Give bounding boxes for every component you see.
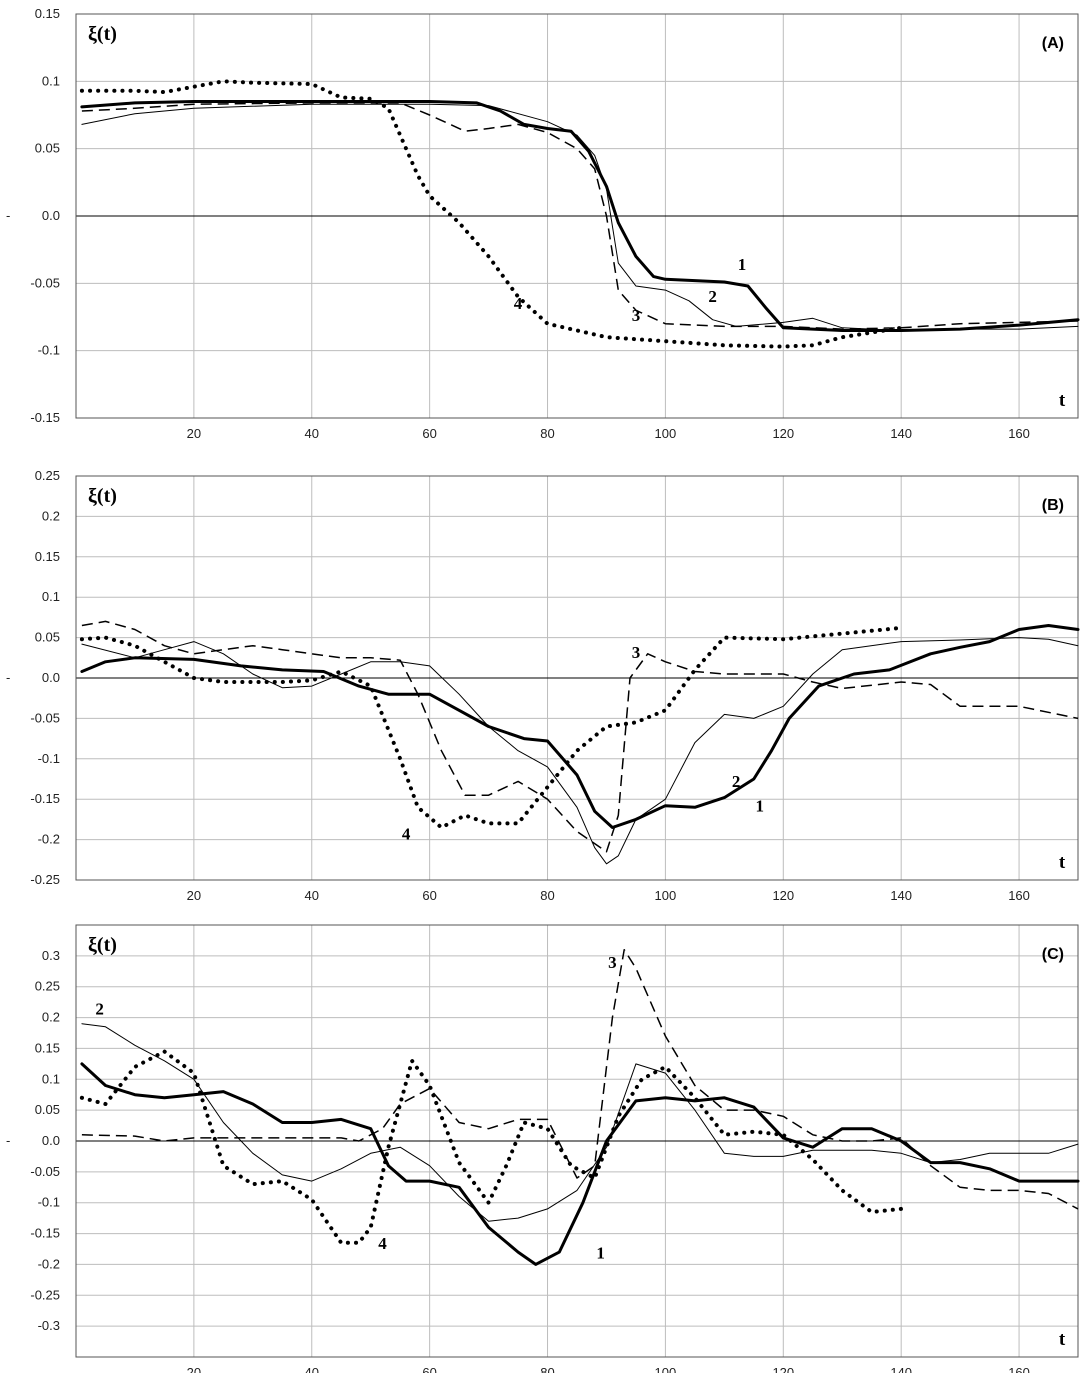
y-tick-label: -0.05 <box>30 275 60 290</box>
x-tick-label: 160 <box>1008 426 1030 441</box>
y-tick-label: -0.2 <box>38 1256 60 1271</box>
chart-panel-1: 20 40 60 80 100 120 140 160 0.15 0.1 0.05 0.0 -0.05 -… <box>6 6 1080 441</box>
curve-label-2: 2 <box>95 999 104 1018</box>
y-tick-label: 0.3 <box>42 948 60 963</box>
chart-panel-3: 20 40 60 80 100 120 140 160 0.3 0.25 0.2 0.15 0.1 0.0… <box>6 924 1080 1373</box>
x-tick-label: 140 <box>890 1365 912 1373</box>
x-tick-label: 40 <box>305 1365 319 1373</box>
x-tick-label: 20 <box>187 426 201 441</box>
x-tick-label: 100 <box>655 888 677 903</box>
y-tick-label: 0.15 <box>35 6 60 21</box>
series-line-1 <box>80 624 1080 829</box>
x-tick-label: 160 <box>1008 1365 1030 1373</box>
y-tick-label: 0.2 <box>42 1010 60 1025</box>
y-tick-label: -0.25 <box>30 1287 60 1302</box>
series-line-3 <box>81 948 1079 1210</box>
y-tick-label: 0.05 <box>35 1102 60 1117</box>
x-tick-label: 100 <box>655 1365 677 1373</box>
panel-label: (C) <box>1042 946 1064 963</box>
curve-label-1: 1 <box>596 1243 605 1262</box>
y-tick-label: -0.15 <box>30 791 60 806</box>
zero-marker: - <box>6 1133 10 1148</box>
y-tick-label: -0.2 <box>38 832 60 847</box>
x-tick-label: 40 <box>305 888 319 903</box>
y-tick-label: 0.0 <box>42 1133 60 1148</box>
y-tick-label: 0.2 <box>42 508 60 523</box>
y-axis-label: ξ(t) <box>88 23 117 45</box>
x-tick-label: 80 <box>540 888 554 903</box>
y-tick-label: -0.15 <box>30 1226 60 1241</box>
curve-label-1: 1 <box>755 796 764 815</box>
zero-marker: - <box>6 670 10 685</box>
curve-label-4: 4 <box>514 294 523 313</box>
y-tick-label: 0.15 <box>35 549 60 564</box>
x-tick-label: 120 <box>772 1365 794 1373</box>
y-tick-label: 0.0 <box>42 208 60 223</box>
x-tick-label: 140 <box>890 426 912 441</box>
series-line-4 <box>79 625 904 830</box>
x-tick-label: 160 <box>1008 888 1030 903</box>
series-line-1 <box>80 1062 1080 1266</box>
x-tick-label: 120 <box>772 888 794 903</box>
series-line-2 <box>81 103 1079 331</box>
y-tick-label: 0.15 <box>35 1040 60 1055</box>
curve-label-2: 2 <box>708 287 717 306</box>
y-tick-label: 0.05 <box>35 141 60 156</box>
panel-label: (A) <box>1042 35 1064 52</box>
x-tick-label: 60 <box>422 1365 436 1373</box>
x-tick-label: 60 <box>422 888 436 903</box>
y-tick-label: -0.1 <box>38 1195 60 1210</box>
y-tick-label: 0.25 <box>35 468 60 483</box>
y-axis-label: ξ(t) <box>88 934 117 956</box>
y-tick-label: 0.25 <box>35 979 60 994</box>
y-tick-label: 0.0 <box>42 670 60 685</box>
curve-label-4: 4 <box>378 1234 387 1253</box>
y-tick-label: 0.1 <box>42 73 60 88</box>
curve-label-1: 1 <box>738 255 747 274</box>
x-tick-label: 20 <box>187 888 201 903</box>
plot-frame <box>75 475 1079 881</box>
plot-frame <box>75 924 1079 1358</box>
x-tick-label: 20 <box>187 1365 201 1373</box>
y-tick-label: -0.1 <box>38 751 60 766</box>
x-tick-label: 140 <box>890 888 912 903</box>
series-line-3 <box>81 102 1079 330</box>
y-tick-label: 0.1 <box>42 589 60 604</box>
y-tick-label: -0.25 <box>30 872 60 887</box>
series-line-4 <box>79 1049 904 1245</box>
series-line-1 <box>80 100 1080 332</box>
curve-label-3: 3 <box>608 953 617 972</box>
x-tick-label: 80 <box>540 426 554 441</box>
plot-frame <box>75 13 1079 419</box>
x-axis-label: t <box>1059 852 1066 873</box>
x-tick-label: 120 <box>772 426 794 441</box>
x-axis-label: t <box>1059 1329 1066 1350</box>
x-tick-label: 60 <box>422 426 436 441</box>
x-tick-label: 80 <box>540 1365 554 1373</box>
chart-panel-2: 20 40 60 80 100 120 140 160 0.25 0.2 0.15 0.1 0.05 0.… <box>6 468 1080 903</box>
zero-marker: - <box>6 208 10 223</box>
series-line-2 <box>81 637 1079 865</box>
series-line-3 <box>81 620 1079 853</box>
curve-label-3: 3 <box>632 643 641 662</box>
x-axis-label: t <box>1059 390 1066 411</box>
curve-label-2: 2 <box>732 772 741 791</box>
x-tick-label: 100 <box>655 426 677 441</box>
panel-label: (B) <box>1042 497 1064 514</box>
y-tick-label: -0.05 <box>30 710 60 725</box>
y-axis-label: ξ(t) <box>88 485 117 507</box>
y-tick-label: -0.1 <box>38 343 60 358</box>
y-tick-label: 0.05 <box>35 630 60 645</box>
curve-label-4: 4 <box>402 825 411 844</box>
y-tick-label: -0.05 <box>30 1164 60 1179</box>
series-line-2 <box>81 1023 1079 1222</box>
x-tick-label: 40 <box>305 426 319 441</box>
y-tick-label: -0.15 <box>30 410 60 425</box>
curve-label-3: 3 <box>632 306 641 325</box>
y-tick-label: 0.1 <box>42 1071 60 1086</box>
y-tick-label: -0.3 <box>38 1318 60 1333</box>
series-line-4 <box>79 79 904 349</box>
